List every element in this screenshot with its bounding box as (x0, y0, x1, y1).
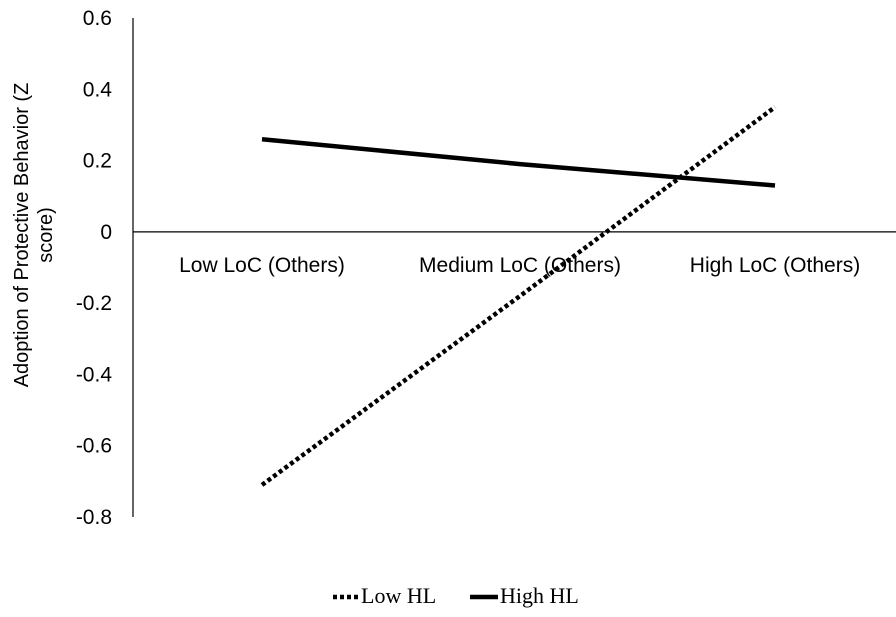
y-tick-label: 0.2 (83, 150, 112, 173)
y-axis-title: Adoption of Protective Behavior (Z score) (11, 83, 57, 388)
legend-label: High HL (500, 583, 579, 608)
series-line-high-hl (261, 136, 776, 188)
y-axis-title-line: Adoption of Protective Behavior (Z (11, 83, 33, 388)
y-tick-label: 0 (100, 221, 112, 244)
y-axis-title-line: score) (35, 207, 57, 263)
legend: Low HL High HL (333, 583, 579, 608)
x-tick-label: High LoC (Others) (690, 254, 860, 277)
legend-label: Low HL (361, 583, 436, 608)
y-tick-label: -0.8 (76, 506, 112, 529)
y-tick-label: -0.2 (76, 292, 112, 315)
y-tick-label: -0.6 (76, 435, 112, 458)
y-tick-label: 0.4 (83, 78, 113, 101)
x-tick-label: Low LoC (Others) (179, 254, 345, 277)
plot-series (260, 105, 777, 487)
y-axis-title-text: Adoption of Protective Behavior (Z score) (11, 83, 57, 388)
y-tick-label: 0.6 (83, 7, 112, 30)
y-tick-label: -0.4 (76, 363, 113, 386)
series-line-low-hl (260, 105, 777, 487)
x-tick-label: Medium LoC (Others) (419, 254, 621, 277)
x-axis: Low LoC (Others) Medium LoC (Others) High … (133, 231, 896, 277)
y-axis: 0.6 0.4 0.2 0 -0.2 -0.4 -0.6 -0.8 (76, 7, 134, 529)
